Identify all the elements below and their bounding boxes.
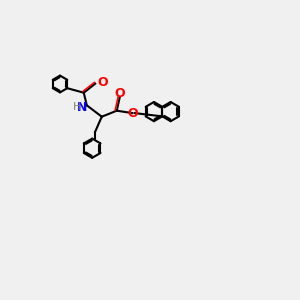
Text: H: H [73,102,81,112]
Text: N: N [77,101,88,114]
Text: O: O [115,87,125,100]
Text: O: O [97,76,108,89]
Text: O: O [127,107,138,120]
